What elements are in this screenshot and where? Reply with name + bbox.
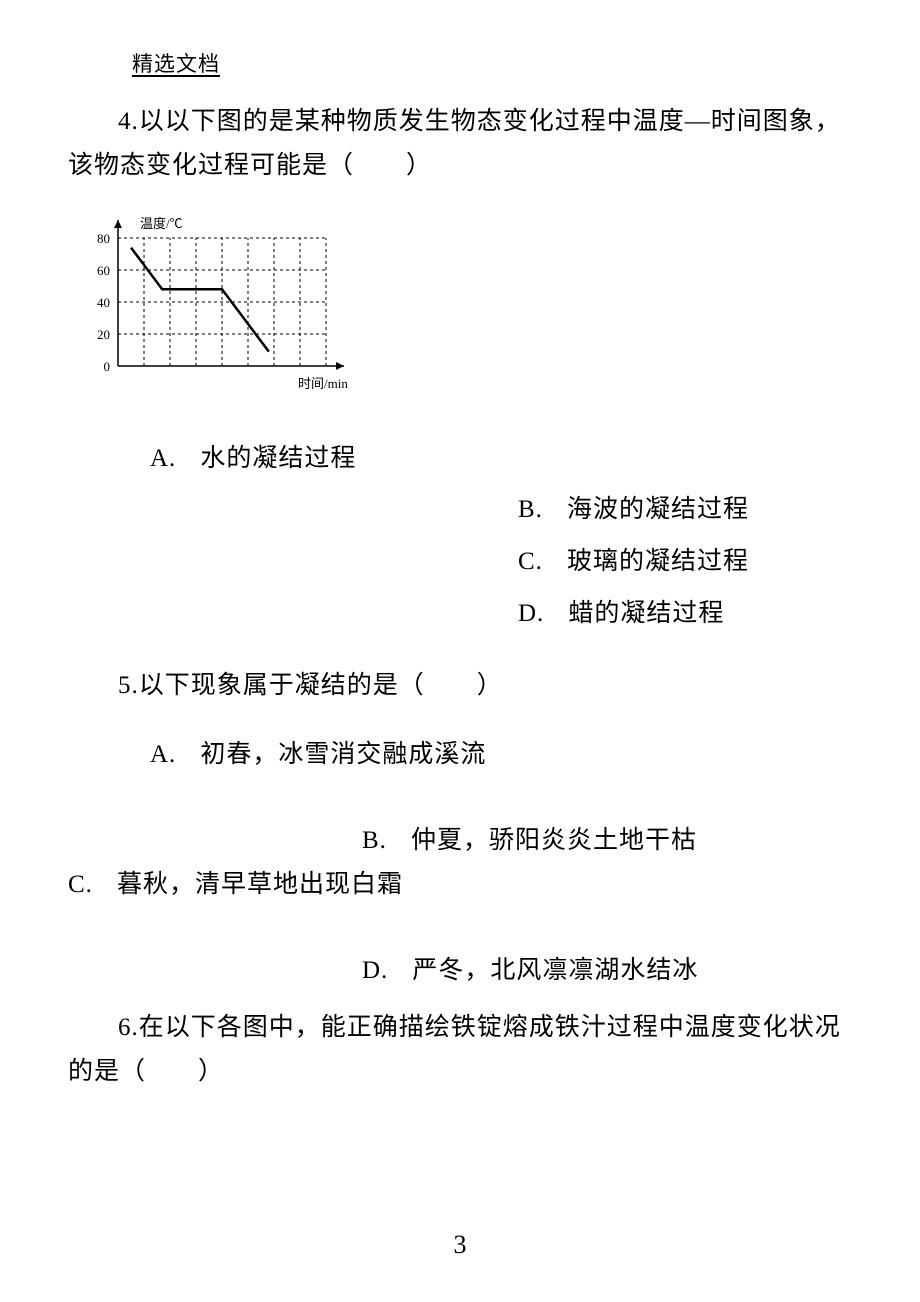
q4-chart: 0 20 40 60 80 温度/℃ 时间/min [76, 196, 852, 421]
question-4-text: 4.以以下图的是某种物质发生物态变化过程中温度—时间图象，该物态变化过程可能是（… [68, 100, 852, 188]
option-letter-d: D. [518, 600, 544, 627]
q4-option-c: C. 玻璃的凝结过程 [518, 540, 852, 584]
svg-text:60: 60 [97, 263, 110, 278]
q5-option-c: C. 暮秋，清早草地出现白霜 [68, 863, 852, 907]
svg-text:0: 0 [104, 359, 111, 374]
q5-option-d: D. 严冬，北风凛凛湖水结冰 [362, 949, 852, 993]
q4-option-d: D. 蜡的凝结过程 [518, 592, 852, 636]
q5-option-a-text: 初春，冰雪消交融成溪流 [200, 741, 486, 768]
q4-option-c-text: 玻璃的凝结过程 [567, 548, 749, 575]
svg-text:时间/min: 时间/min [298, 376, 348, 391]
q5-option-c-text: 暮秋，清早草地出现白霜 [117, 871, 403, 898]
svg-text:40: 40 [97, 295, 110, 310]
q4-option-b-text: 海波的凝结过程 [567, 496, 749, 523]
q4-option-d-text: 蜡的凝结过程 [568, 600, 724, 627]
svg-text:温度/℃: 温度/℃ [140, 216, 183, 231]
option-letter-b: B. [362, 827, 387, 854]
question-6-text: 6.在以下各图中，能正确描绘铁锭熔成铁汁过程中温度变化状况的是（ ） [68, 1006, 852, 1094]
option-letter-a: A. [150, 741, 176, 768]
option-letter-c: C. [68, 871, 93, 898]
q4-option-a-text: 水的凝结过程 [200, 445, 356, 472]
q4-option-b: B. 海波的凝结过程 [518, 488, 852, 532]
q5-option-a: A. 初春，冰雪消交融成溪流 [150, 733, 852, 777]
q5-option-b: B. 仲夏，骄阳炎炎土地干枯 [362, 819, 852, 863]
q5-option-b-text: 仲夏，骄阳炎炎土地干枯 [411, 827, 697, 854]
q5-option-d-text: 严冬，北风凛凛湖水结冰 [412, 957, 698, 984]
temperature-time-chart: 0 20 40 60 80 温度/℃ 时间/min [76, 196, 376, 416]
document-header: 精选文档 [132, 48, 852, 78]
option-letter-b: B. [518, 496, 543, 523]
svg-text:20: 20 [97, 327, 110, 342]
question-5-text: 5.以下现象属于凝结的是（ ） [68, 664, 852, 708]
svg-text:80: 80 [97, 231, 110, 246]
q4-option-a: A. 水的凝结过程 [150, 437, 852, 481]
option-letter-d: D. [362, 957, 388, 984]
page-number: 3 [454, 1230, 467, 1260]
option-letter-c: C. [518, 548, 543, 575]
option-letter-a: A. [150, 445, 176, 472]
